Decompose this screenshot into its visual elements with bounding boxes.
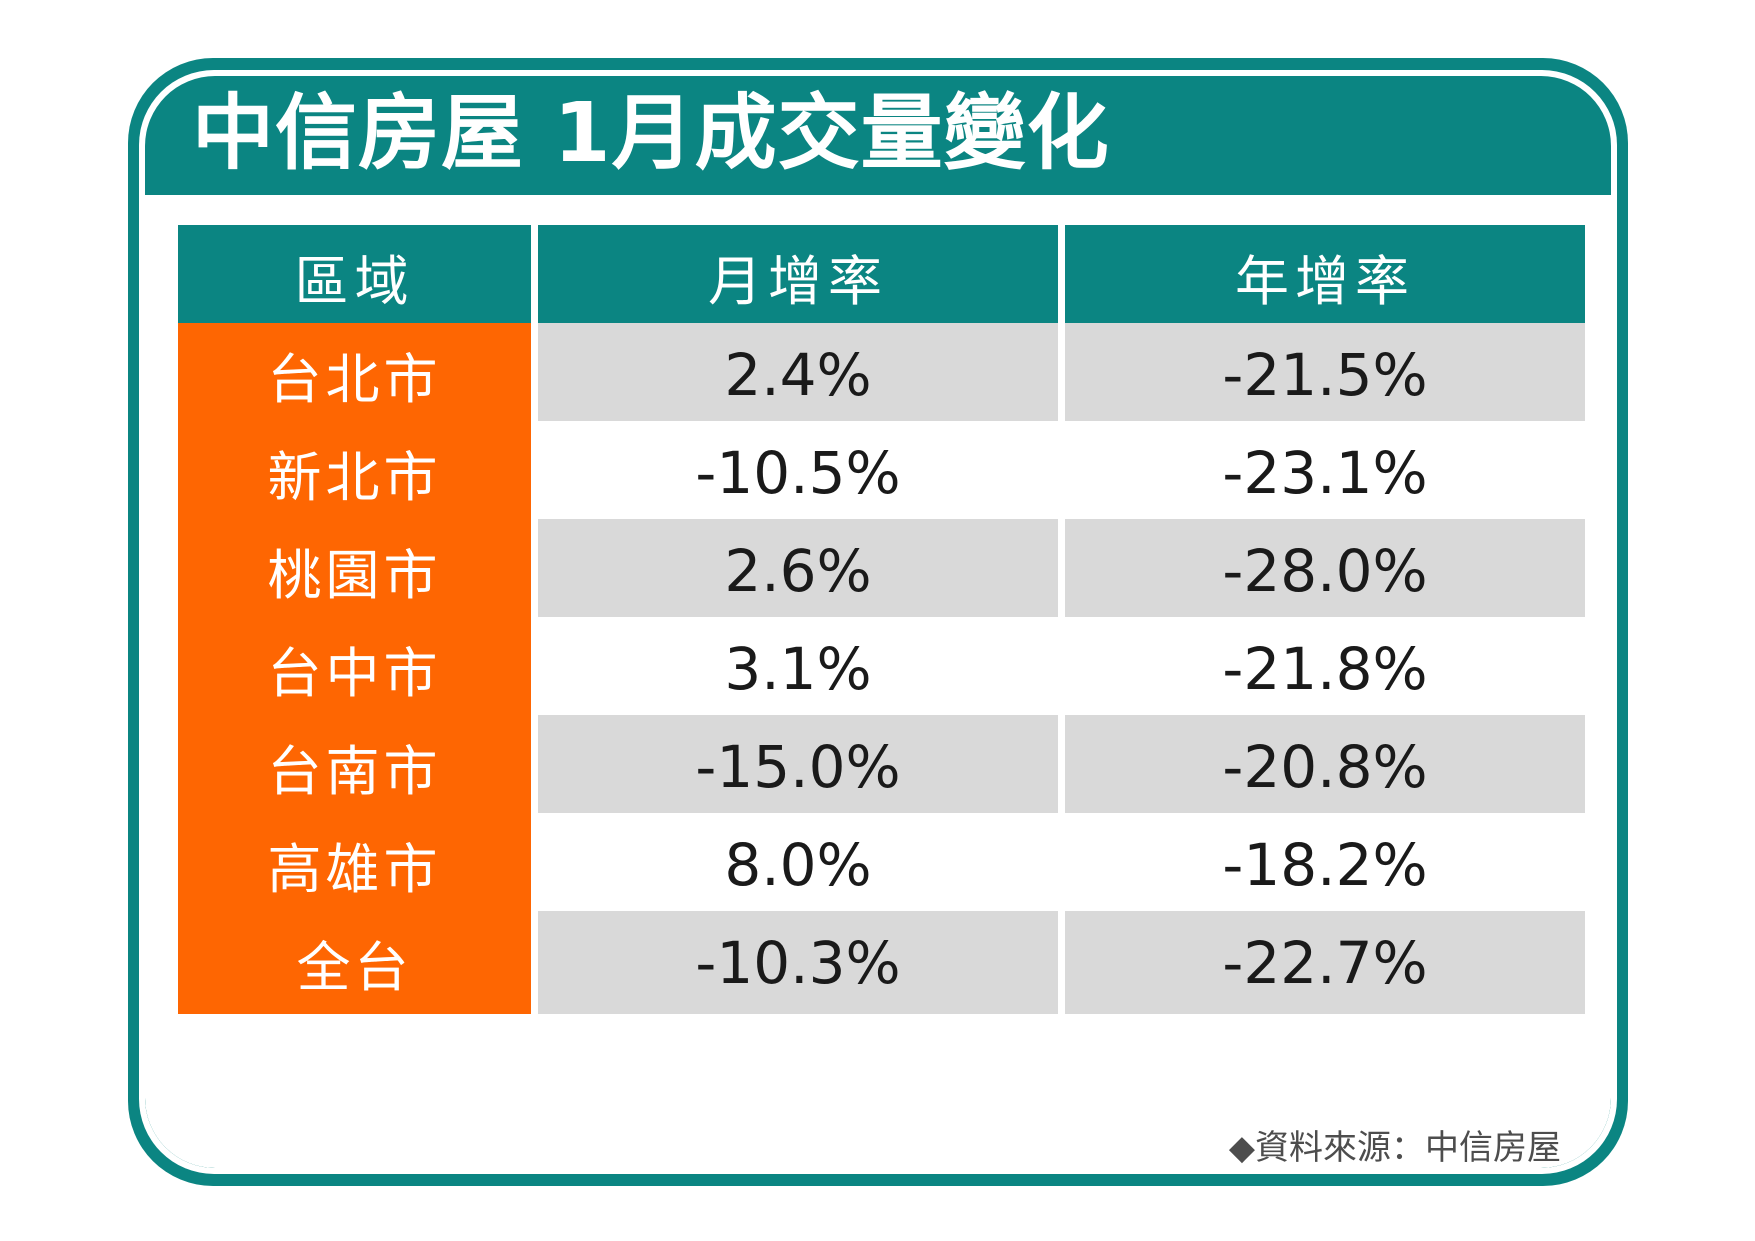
region-cell: 新北市 <box>178 421 531 524</box>
table-row: 桃園市 2.6% -28.0% <box>178 519 1585 622</box>
mom-value-cell: 3.1% <box>538 617 1058 720</box>
yoy-value-cell: -28.0% <box>1065 519 1585 622</box>
region-cell: 高雄市 <box>178 813 531 916</box>
header-row: 區域 月增率 年增率 <box>178 225 1585 328</box>
mom-value-cell: -10.5% <box>538 421 1058 524</box>
table-row: 台南市 -15.0% -20.8% <box>178 715 1585 818</box>
mom-value-cell: -10.3% <box>538 911 1058 1014</box>
mom-value-cell: 2.4% <box>538 323 1058 426</box>
region-cell: 全台 <box>178 911 531 1014</box>
region-cell: 台北市 <box>178 323 531 426</box>
table-row: 高雄市 8.0% -18.2% <box>178 813 1585 916</box>
table-row: 全台 -10.3% -22.7% <box>178 911 1585 1014</box>
table-row: 台中市 3.1% -21.8% <box>178 617 1585 720</box>
yoy-value-cell: -18.2% <box>1065 813 1585 916</box>
mom-value-cell: 8.0% <box>538 813 1058 916</box>
column-header-region: 區域 <box>178 225 531 328</box>
table-row: 新北市 -10.5% -23.1% <box>178 421 1585 524</box>
chart-title: 中信房屋 1月成交量變化 <box>192 86 1110 181</box>
mom-value-cell: -15.0% <box>538 715 1058 818</box>
column-header-yoy: 年增率 <box>1065 225 1585 328</box>
table-row: 台北市 2.4% -21.5% <box>178 323 1585 426</box>
region-cell: 台南市 <box>178 715 531 818</box>
yoy-value-cell: -20.8% <box>1065 715 1585 818</box>
source-note: ◆資料來源：中信房屋 <box>1228 1128 1561 1168</box>
yoy-value-cell: -23.1% <box>1065 421 1585 524</box>
yoy-value-cell: -21.8% <box>1065 617 1585 720</box>
yoy-value-cell: -21.5% <box>1065 323 1585 426</box>
mom-value-cell: 2.6% <box>538 519 1058 622</box>
column-header-mom: 月增率 <box>538 225 1058 328</box>
region-cell: 桃園市 <box>178 519 531 622</box>
region-cell: 台中市 <box>178 617 531 720</box>
yoy-value-cell: -22.7% <box>1065 911 1585 1014</box>
